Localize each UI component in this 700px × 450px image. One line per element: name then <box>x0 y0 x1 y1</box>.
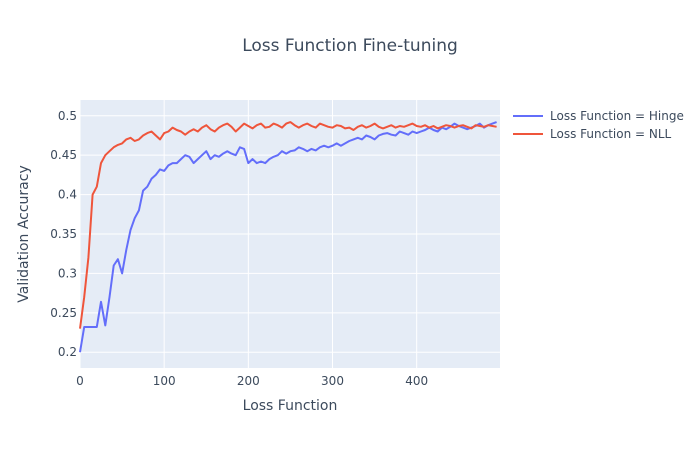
x-tick-label: 200 <box>237 374 260 388</box>
x-axis-title: Loss Function <box>243 398 338 414</box>
y-axis-title: Validation Accuracy <box>16 165 32 303</box>
legend-label: Loss Function = Hinge <box>550 109 684 123</box>
x-tick-label: 100 <box>153 374 176 388</box>
y-tick-label: 0.3 <box>58 266 77 280</box>
series-line-hinge[interactable] <box>79 121 497 353</box>
tick-labels: 0 100 200 300 400 0.2 0.25 0.3 0.35 0.4 0.45 0.5 <box>50 109 428 388</box>
legend[interactable]: Loss Function = Hinge Loss Function = NLL <box>513 109 684 141</box>
y-tick-label: 0.5 <box>58 109 77 123</box>
y-tick-label: 0.25 <box>50 306 77 320</box>
legend-label: Loss Function = NLL <box>550 127 672 141</box>
y-tick-label: 0.2 <box>58 345 77 359</box>
legend-item-nll[interactable]: Loss Function = NLL <box>513 127 672 141</box>
series-lines <box>79 121 497 353</box>
y-tick-label: 0.45 <box>50 148 77 162</box>
x-tick-label: 0 <box>76 374 84 388</box>
x-tick-label: 300 <box>321 374 344 388</box>
y-tick-label: 0.35 <box>50 227 77 241</box>
legend-item-hinge[interactable]: Loss Function = Hinge <box>513 109 684 123</box>
grid-lines <box>79 100 500 368</box>
series-line-nll[interactable] <box>79 121 497 329</box>
chart-title: Loss Function Fine-tuning <box>242 36 458 56</box>
x-tick-label: 400 <box>405 374 428 388</box>
y-tick-label: 0.4 <box>58 188 77 202</box>
